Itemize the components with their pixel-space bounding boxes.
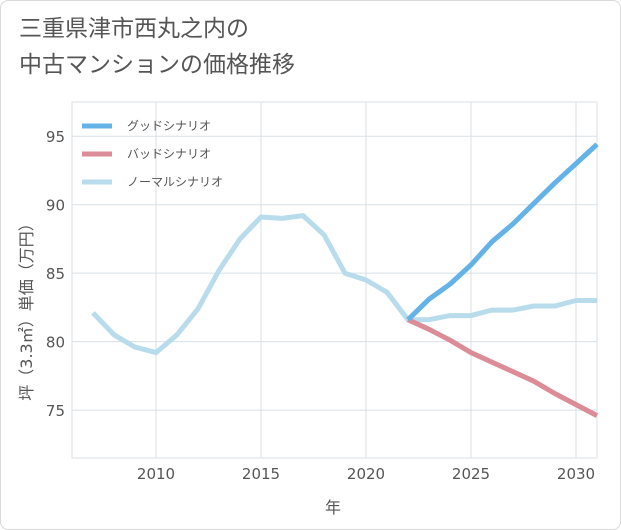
plot-border <box>71 101 598 459</box>
normal-scenario-line <box>91 213 597 356</box>
legend-label: ノーマルシナリオ <box>127 175 223 189</box>
x-tick-label: 2015 <box>242 465 280 483</box>
title-line-1: 三重県津市西丸之内の <box>19 16 249 42</box>
legend-label: グッドシナリオ <box>127 119 211 133</box>
x-axis-title: 年 <box>325 498 341 517</box>
series-lines <box>91 142 599 418</box>
legend-bad-scenario: バッドシナリオ <box>82 147 211 161</box>
legend-good-scenario: グッドシナリオ <box>82 119 211 133</box>
legend-label: バッドシナリオ <box>127 147 211 161</box>
y-tick-label: 90 <box>46 197 65 215</box>
x-tick-label: 2010 <box>137 465 175 483</box>
y-tick-labels: 75 80 85 90 95 <box>46 128 65 420</box>
chart-title: 三重県津市西丸之内の 中古マンションの価格推移 <box>19 11 295 83</box>
bad-scenario-line <box>406 317 599 418</box>
grid <box>71 101 598 459</box>
y-tick-label: 85 <box>46 265 65 283</box>
legend-normal-scenario: ノーマルシナリオ <box>82 175 223 189</box>
y-tick-label: 95 <box>46 128 65 146</box>
x-tick-label: 2025 <box>452 465 490 483</box>
x-tick-label: 2030 <box>557 465 595 483</box>
title-line-2: 中古マンションの価格推移 <box>19 52 295 78</box>
x-tick-labels: 2010 2015 2020 2025 2030 <box>137 465 595 483</box>
y-axis-title: 坪（3.3㎡）単価（万円） <box>17 215 36 400</box>
y-tick-label: 75 <box>46 402 65 420</box>
x-tick-label: 2020 <box>347 465 385 483</box>
y-tick-label: 80 <box>46 334 65 352</box>
good-scenario-line <box>406 142 599 322</box>
